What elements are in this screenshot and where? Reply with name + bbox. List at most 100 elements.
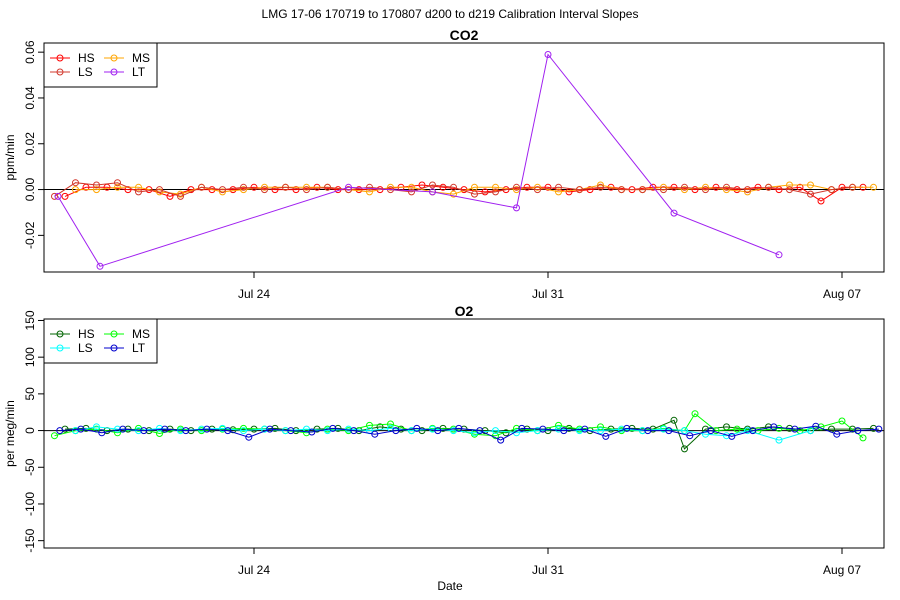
o2-point-lt <box>791 425 799 433</box>
o2-point-lt <box>182 427 190 435</box>
o2-point-ms <box>597 423 604 431</box>
o2-line-lt <box>59 425 879 441</box>
o2-point-lt <box>350 427 358 435</box>
o2-point-lt <box>770 423 778 431</box>
co2-legend-box <box>43 42 158 88</box>
o2-point-ms <box>712 427 720 435</box>
o2-point-lt <box>77 425 85 433</box>
o2-series-hs <box>61 416 877 453</box>
co2-point-ls <box>93 181 100 189</box>
co2-point-ls <box>429 181 436 189</box>
o2-point-lt <box>371 430 379 438</box>
co2-legend-item-lt: LT <box>104 65 146 79</box>
co2-point-hs <box>817 197 825 205</box>
co2-point-ms <box>240 186 247 194</box>
o2-point-ms <box>555 421 562 429</box>
co2-point-hs <box>649 183 657 191</box>
o2-point-hs <box>870 424 877 432</box>
co2-point-hs <box>796 183 804 191</box>
co2-point-hs <box>439 183 447 191</box>
co2-point-hs <box>271 186 279 194</box>
co2-point-hs <box>733 186 741 194</box>
o2-point-ls <box>240 427 247 435</box>
o2-x-tick-label: Aug 07 <box>823 563 861 577</box>
o2-legend-box <box>43 318 158 364</box>
o2-line-hs <box>64 419 874 450</box>
o2-point-lt <box>98 429 106 437</box>
o2-legend-swatch-point <box>110 344 118 352</box>
co2-point-hs <box>523 183 531 191</box>
o2-point-lt <box>287 427 295 435</box>
co2-point-hs <box>691 186 699 194</box>
o2-series-lt <box>56 422 883 444</box>
co2-point-hs <box>754 183 762 191</box>
co2-line-lt <box>57 53 780 267</box>
co2-point-ls <box>51 192 58 200</box>
co2-y-tick-label: 0.00 <box>23 178 37 202</box>
co2-point-lt <box>429 188 436 196</box>
o2-point-lt <box>392 427 400 435</box>
o2-point-ms <box>733 425 741 433</box>
co2-x-tick-label: Aug 07 <box>823 287 861 301</box>
co2-series-ms <box>72 181 877 198</box>
co2-point-ls <box>723 183 730 191</box>
co2-point-ls <box>555 183 562 191</box>
co2-point-ms <box>93 186 100 194</box>
co2-series-lt <box>54 51 783 270</box>
co2-point-ls <box>135 188 142 196</box>
co2-point-ls <box>324 183 331 191</box>
co2-line-hs <box>64 184 863 202</box>
co2-point-hs <box>544 183 552 191</box>
o2-point-lt <box>665 427 673 435</box>
o2-point-ms <box>51 432 58 440</box>
o2-point-ls <box>156 424 163 432</box>
co2-point-ls <box>366 183 373 191</box>
co2-point-ls <box>786 186 793 194</box>
co2-legend-label: LS <box>78 65 93 79</box>
o2-point-lt <box>707 427 715 435</box>
o2-point-lt <box>308 428 316 436</box>
o2-y-tick-label: -150 <box>23 528 37 552</box>
o2-point-lt <box>518 424 526 432</box>
o2-legend-item-ms: MS <box>104 327 150 341</box>
co2-y-tick-label: 0.02 <box>23 132 37 156</box>
o2-point-ms <box>838 417 846 425</box>
co2-point-lt <box>96 262 104 270</box>
o2-point-lt <box>644 427 652 435</box>
co2-point-ms <box>303 183 310 191</box>
co2-point-ls <box>450 183 457 191</box>
o2-point-ls <box>93 423 100 431</box>
o2-point-lt <box>581 425 589 433</box>
o2-point-ms <box>240 424 247 432</box>
co2-legend-label: HS <box>78 51 95 65</box>
co2-point-ls <box>156 186 163 194</box>
co2-chart-title: CO2 <box>450 27 479 43</box>
co2-x-tick-label: Jul 24 <box>238 287 270 301</box>
o2-y-axis-label: per meg/min <box>3 400 17 467</box>
o2-legend-item-ls: LS <box>50 341 93 355</box>
co2-point-ms <box>492 183 499 191</box>
o2-point-ls <box>775 436 783 444</box>
o2-point-lt <box>728 432 736 440</box>
co2-legend-swatch-point <box>56 54 64 62</box>
o2-y-tick-label: 0 <box>23 427 37 434</box>
o2-point-lt <box>854 427 862 435</box>
co2-point-ls <box>597 183 604 191</box>
o2-point-lt <box>56 427 64 435</box>
co2-point-ls <box>618 186 625 194</box>
co2-line-ms <box>75 184 874 195</box>
co2-point-hs <box>481 188 489 196</box>
figure-title: LMG 17-06 170719 to 170807 d200 to d219 … <box>262 7 639 21</box>
o2-x-tick-label: Jul 24 <box>238 563 270 577</box>
o2-point-lt <box>119 425 127 433</box>
co2-point-ls <box>513 183 520 191</box>
o2-point-lt <box>497 436 505 444</box>
co2-point-ms <box>660 183 667 191</box>
o2-legend-item-lt: LT <box>104 341 146 355</box>
o2-point-hs <box>313 425 321 433</box>
co2-panel: CO2 ppm/min -0.02 0.00 0.02 0.04 0.06 Jul 24 Jul… <box>3 27 885 301</box>
o2-point-ls <box>261 425 268 433</box>
co2-point-ms <box>114 183 121 191</box>
o2-point-lt <box>476 427 484 435</box>
co2-point-ls <box>660 186 667 194</box>
